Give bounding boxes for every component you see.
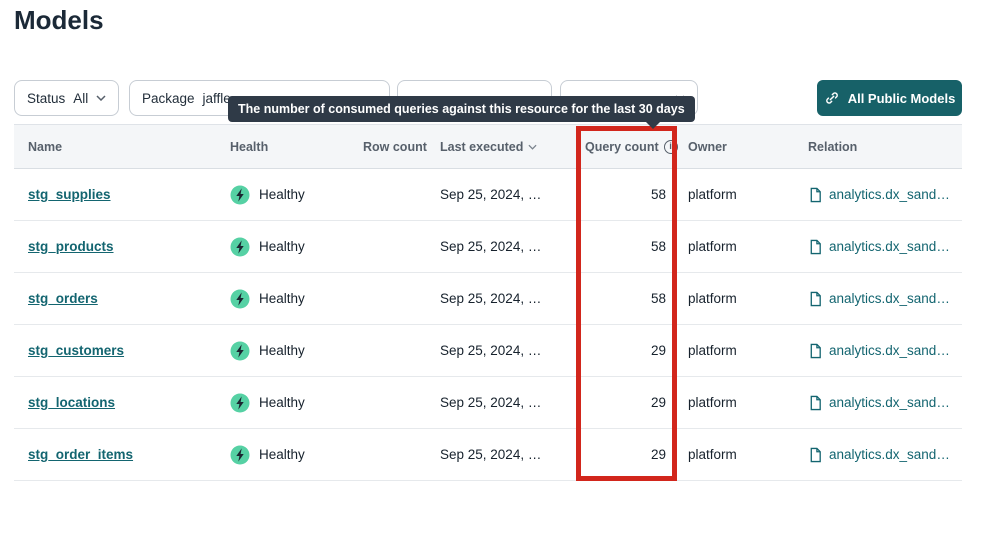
- model-name-link[interactable]: stg_locations: [28, 395, 116, 410]
- document-icon: [808, 447, 823, 463]
- model-name-link[interactable]: stg_orders: [28, 291, 98, 306]
- table-row: stg_locations Healthy Sep 25, 2024, … 29…: [14, 377, 962, 429]
- query-count-value: 29: [650, 447, 666, 462]
- health-label: Healthy: [259, 447, 305, 462]
- tooltip-text: The number of consumed queries against t…: [238, 102, 685, 116]
- document-icon: [808, 395, 823, 411]
- info-icon[interactable]: i: [663, 139, 678, 154]
- relation-text: analytics.dx_sand…: [829, 395, 950, 410]
- relation-text: analytics.dx_sand…: [829, 187, 950, 202]
- page-title: Models: [14, 5, 104, 35]
- owner-value: platform: [688, 239, 737, 254]
- column-header-row-count: Row count: [363, 139, 427, 154]
- status-filter-label: Status: [27, 90, 66, 106]
- query-count-value: 58: [650, 291, 666, 306]
- chevron-down-icon: [96, 95, 106, 101]
- column-header-owner: Owner: [688, 139, 727, 154]
- healthy-status-icon: [230, 393, 250, 413]
- relation-text: analytics.dx_sand…: [829, 447, 950, 462]
- column-header-health: Health: [230, 139, 269, 154]
- healthy-status-icon: [230, 445, 250, 465]
- health-label: Healthy: [259, 343, 305, 358]
- last-executed-value: Sep 25, 2024, …: [440, 447, 542, 462]
- column-header-relation: Relation: [808, 139, 858, 154]
- query-count-value: 29: [650, 343, 666, 358]
- last-executed-value: Sep 25, 2024, …: [440, 187, 542, 202]
- query-count-tooltip: The number of consumed queries against t…: [228, 96, 695, 129]
- relation-link[interactable]: analytics.dx_sand…: [808, 447, 962, 463]
- document-icon: [808, 187, 823, 203]
- owner-value: platform: [688, 291, 737, 306]
- status-filter-dropdown[interactable]: Status All: [14, 80, 119, 116]
- relation-link[interactable]: analytics.dx_sand…: [808, 239, 962, 255]
- document-icon: [808, 343, 823, 359]
- table-row: stg_customers Healthy Sep 25, 2024, … 29…: [14, 325, 962, 377]
- owner-value: platform: [688, 187, 737, 202]
- model-name-link[interactable]: stg_supplies: [28, 187, 111, 202]
- health-label: Healthy: [259, 395, 305, 410]
- healthy-status-icon: [230, 237, 250, 257]
- healthy-status-icon: [230, 185, 250, 205]
- column-header-last-executed[interactable]: Last executed: [440, 140, 585, 154]
- health-label: Healthy: [259, 291, 305, 306]
- sort-chevron-icon: [528, 144, 537, 150]
- model-name-link[interactable]: stg_customers: [28, 343, 125, 358]
- all-public-models-label: All Public Models: [847, 90, 956, 106]
- healthy-status-icon: [230, 341, 250, 361]
- link-icon: [824, 90, 840, 106]
- owner-value: platform: [688, 343, 737, 358]
- query-count-value: 58: [650, 187, 666, 202]
- query-count-value: 58: [650, 239, 666, 254]
- column-header-name: Name: [28, 139, 63, 154]
- table-row: stg_supplies Healthy Sep 25, 2024, … 58 …: [14, 169, 962, 221]
- column-header-query-count: Query count i: [585, 139, 688, 154]
- relation-link[interactable]: analytics.dx_sand…: [808, 187, 962, 203]
- last-executed-value: Sep 25, 2024, …: [440, 343, 542, 358]
- health-label: Healthy: [259, 187, 305, 202]
- relation-link[interactable]: analytics.dx_sand…: [808, 343, 962, 359]
- last-executed-value: Sep 25, 2024, …: [440, 395, 542, 410]
- last-executed-value: Sep 25, 2024, …: [440, 291, 542, 306]
- model-name-link[interactable]: stg_order_items: [28, 447, 134, 462]
- table-row: stg_products Healthy Sep 25, 2024, … 58 …: [14, 221, 962, 273]
- relation-text: analytics.dx_sand…: [829, 239, 950, 254]
- package-filter-label: Package: [142, 90, 195, 106]
- model-name-link[interactable]: stg_products: [28, 239, 114, 254]
- query-count-value: 29: [650, 395, 666, 410]
- owner-value: platform: [688, 447, 737, 462]
- healthy-status-icon: [230, 289, 250, 309]
- document-icon: [808, 239, 823, 255]
- relation-link[interactable]: analytics.dx_sand…: [808, 291, 962, 307]
- table-header-row: Name Health Row count Last executed Quer…: [14, 125, 962, 169]
- table-row: stg_order_items Healthy Sep 25, 2024, … …: [14, 429, 962, 481]
- document-icon: [808, 291, 823, 307]
- relation-link[interactable]: analytics.dx_sand…: [808, 395, 962, 411]
- last-executed-value: Sep 25, 2024, …: [440, 239, 542, 254]
- owner-value: platform: [688, 395, 737, 410]
- table-body: stg_supplies Healthy Sep 25, 2024, … 58 …: [14, 169, 962, 481]
- relation-text: analytics.dx_sand…: [829, 343, 950, 358]
- health-label: Healthy: [259, 239, 305, 254]
- models-table: Name Health Row count Last executed Quer…: [14, 124, 962, 481]
- all-public-models-button[interactable]: All Public Models: [817, 80, 962, 116]
- relation-text: analytics.dx_sand…: [829, 291, 950, 306]
- table-row: stg_orders Healthy Sep 25, 2024, … 58 pl…: [14, 273, 962, 325]
- status-filter-value: All: [73, 90, 89, 106]
